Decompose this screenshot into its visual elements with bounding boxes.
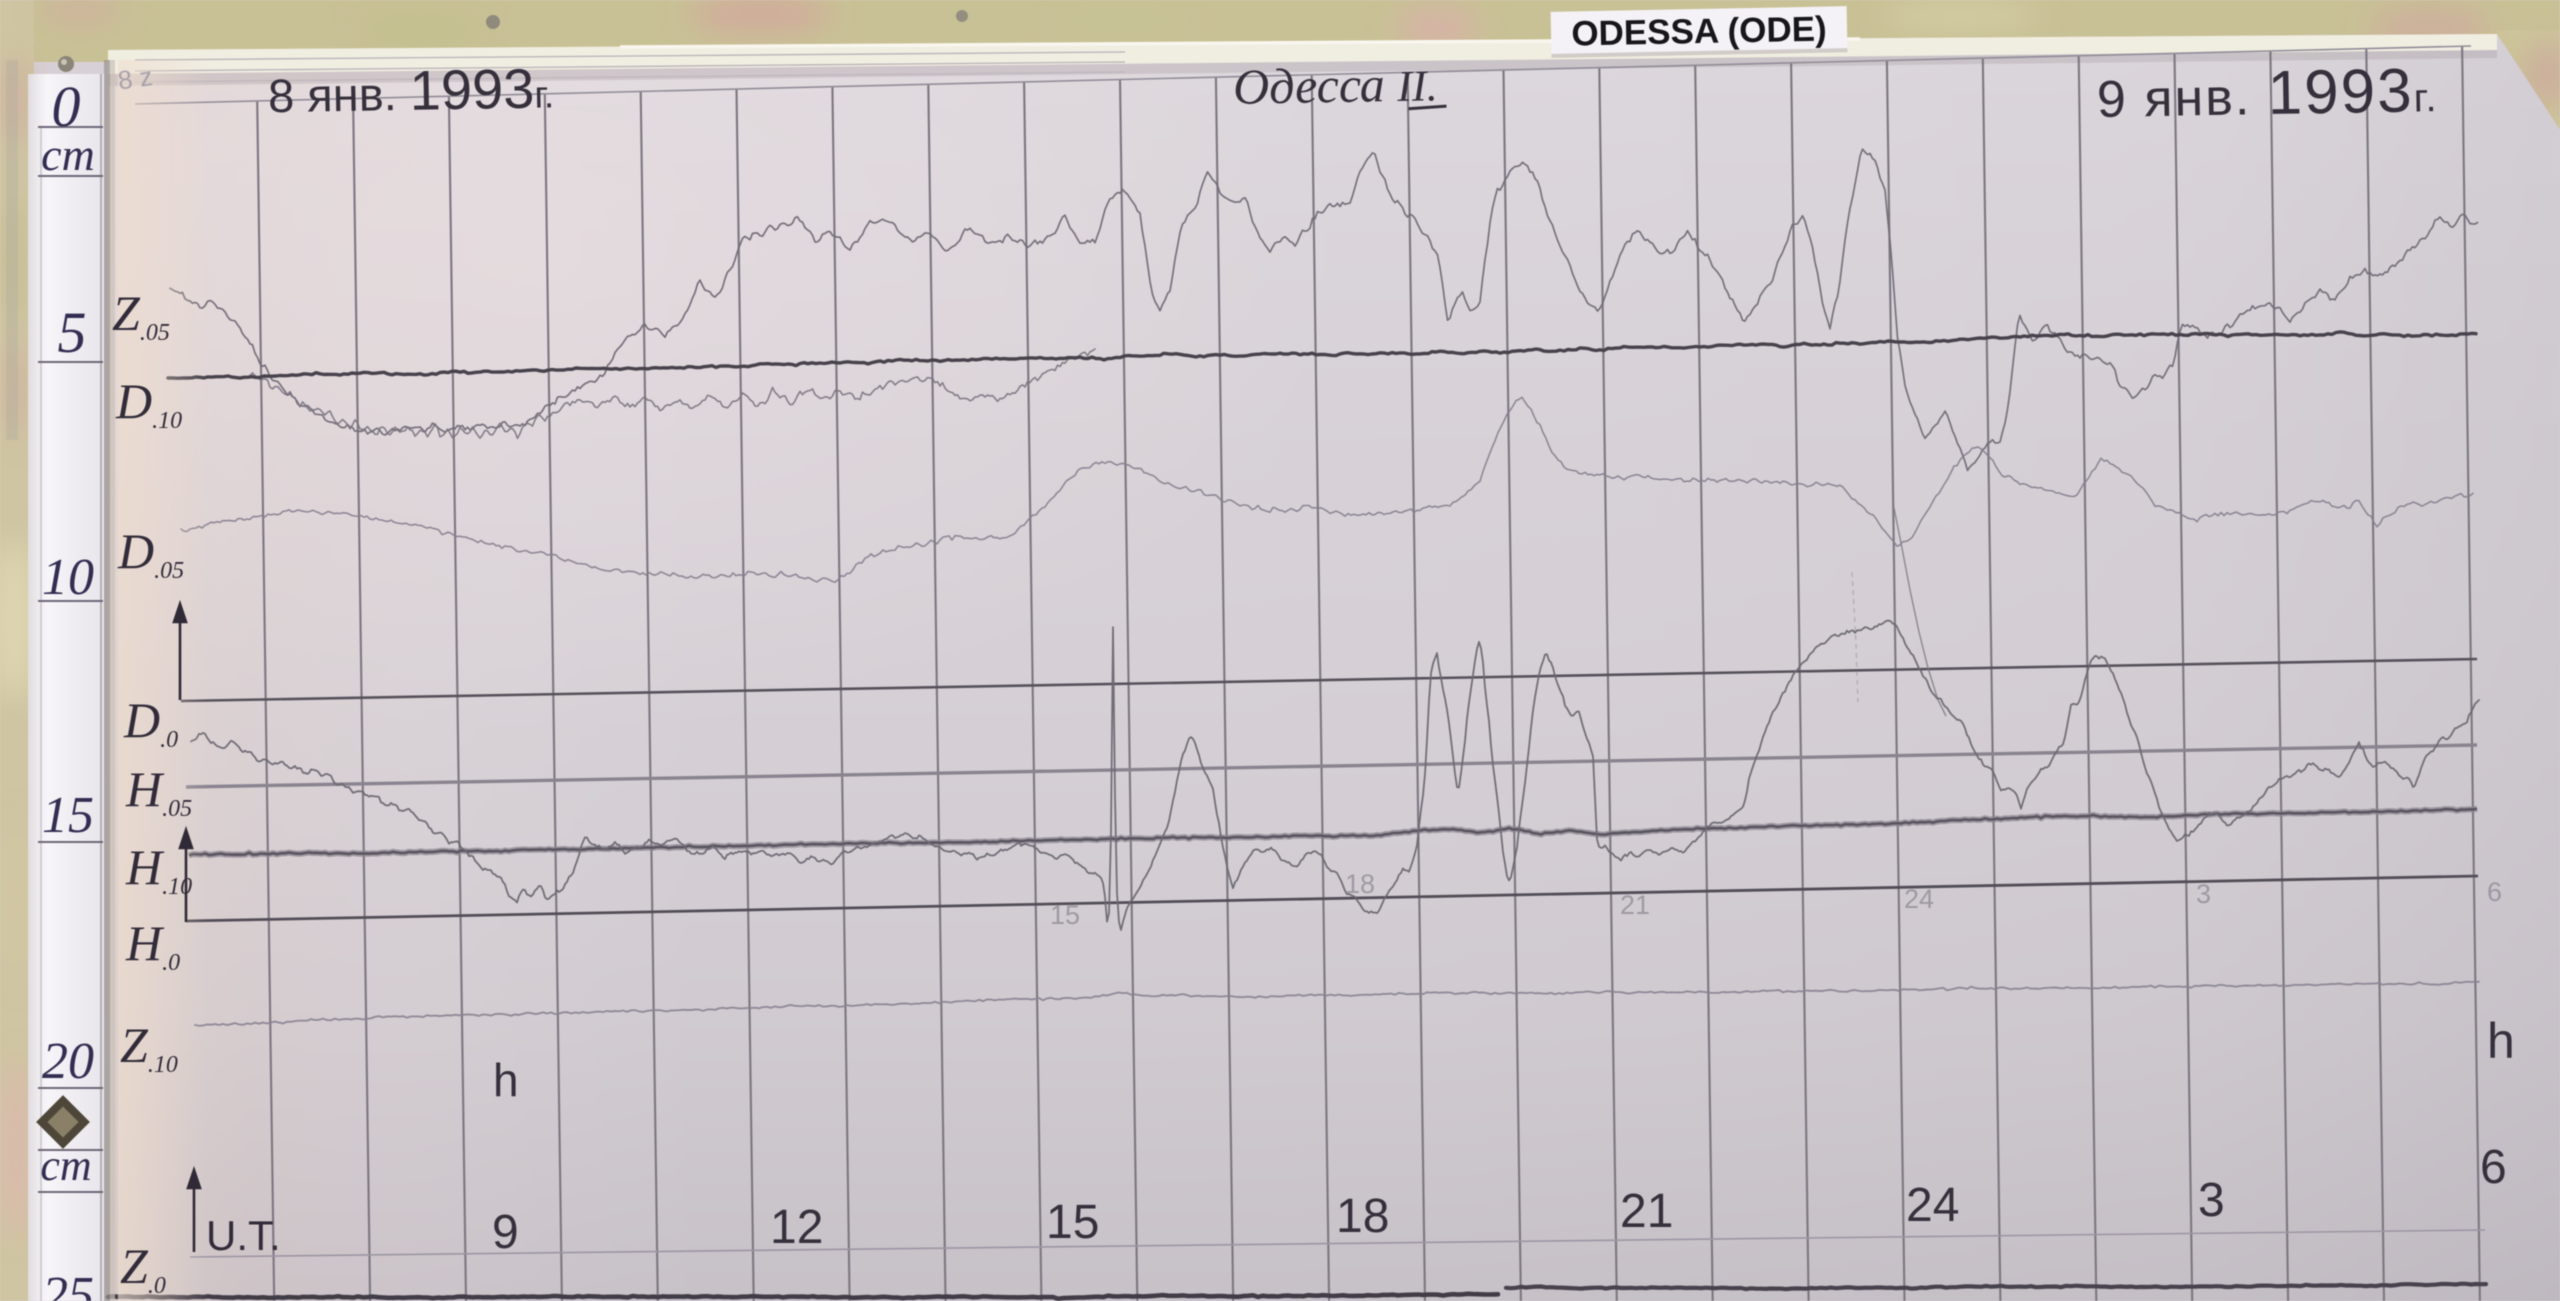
svg-text:15: 15 [42, 787, 94, 844]
svg-text:24: 24 [1906, 1179, 1959, 1232]
svg-text:9: 9 [492, 1206, 519, 1259]
svg-text:h: h [493, 1054, 519, 1106]
svg-text:U.T.: U.T. [206, 1212, 281, 1259]
svg-text:18: 18 [1336, 1190, 1389, 1243]
svg-text:3: 3 [2196, 879, 2211, 909]
svg-text:8 янв. 1993г.: 8 янв. 1993г. [267, 56, 554, 124]
svg-text:cm: cm [41, 129, 95, 180]
svg-text:12: 12 [770, 1201, 823, 1254]
svg-text:20: 20 [42, 1033, 94, 1090]
svg-text:ODESSA (ODE): ODESSA (ODE) [1571, 10, 1827, 54]
svg-text:h: h [2487, 1013, 2515, 1069]
svg-text:18: 18 [1345, 869, 1375, 899]
svg-text:24: 24 [1904, 884, 1934, 914]
svg-text:21: 21 [1620, 890, 1650, 920]
svg-text:0: 0 [52, 74, 81, 139]
svg-text:15: 15 [1050, 900, 1080, 930]
svg-text:10: 10 [42, 549, 94, 606]
svg-text:6: 6 [2480, 1141, 2507, 1194]
svg-text:21: 21 [1620, 1185, 1673, 1238]
svg-text:6: 6 [2487, 877, 2502, 907]
svg-text:5: 5 [58, 300, 87, 365]
svg-text:cm: cm [40, 1141, 91, 1190]
svg-text:8 z: 8 z [116, 61, 155, 96]
svg-text:25: 25 [42, 1267, 94, 1301]
svg-text:3: 3 [2198, 1174, 2225, 1227]
svg-text:15: 15 [1046, 1196, 1099, 1249]
svg-text:Одесса II.: Одесса II. [1233, 55, 1438, 115]
